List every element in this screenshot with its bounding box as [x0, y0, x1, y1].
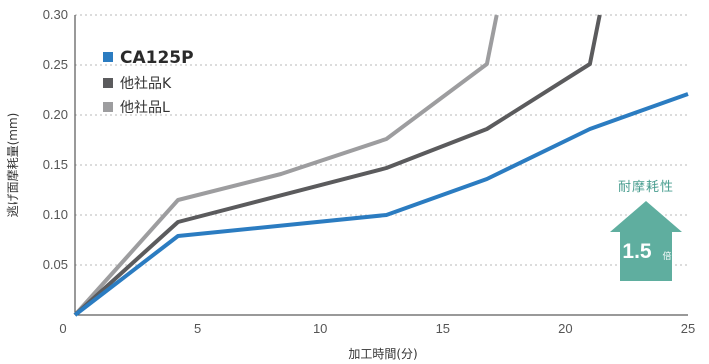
x-axis-title: 加工時間(分): [348, 347, 417, 361]
legend-label-l: 他社品L: [120, 100, 170, 116]
x-tick-label: 15: [436, 321, 450, 336]
y-tick-label: 0.05: [43, 257, 68, 272]
x-tick-label: 25: [681, 321, 695, 336]
badge-value: 1.5: [622, 240, 652, 263]
y-axis-title: 逃げ面摩耗量(mm): [5, 113, 20, 218]
up-arrow-icon: [610, 201, 682, 281]
x-tick-label: 5: [194, 321, 201, 336]
x-tick-label: 20: [558, 321, 572, 336]
y-tick-label: 0.10: [43, 207, 68, 222]
y-tick-label: 0.25: [43, 57, 68, 72]
tick-labels: 0.05 0.10 0.15 0.20 0.25 0.30 0 5 10 15 20 25: [43, 7, 696, 336]
series-line-ca125p: [73, 92, 689, 317]
legend-swatch-ca125p: [103, 52, 113, 62]
badge-unit: 倍: [662, 250, 671, 262]
legend-label-k: 他社品K: [120, 76, 172, 92]
wear-resistance-badge: 耐摩耗性 1.5 倍: [610, 179, 682, 281]
x-tick-label: 10: [313, 321, 327, 336]
y-tick-label: 0.30: [43, 7, 68, 22]
legend-label-ca125p: CA125P: [120, 48, 194, 68]
series-line-l: [73, 14, 499, 317]
series-lines: [73, 14, 689, 317]
series-line-k: [73, 14, 602, 317]
x-tick-label: 0: [59, 321, 66, 336]
legend-swatch-k: [103, 78, 113, 88]
axes: [74, 15, 688, 316]
y-tick-label: 0.15: [43, 157, 68, 172]
badge-title: 耐摩耗性: [618, 179, 674, 195]
y-tick-label: 0.20: [43, 107, 68, 122]
legend-swatch-l: [103, 102, 113, 112]
legend: CA125P 他社品K 他社品L: [103, 48, 194, 116]
